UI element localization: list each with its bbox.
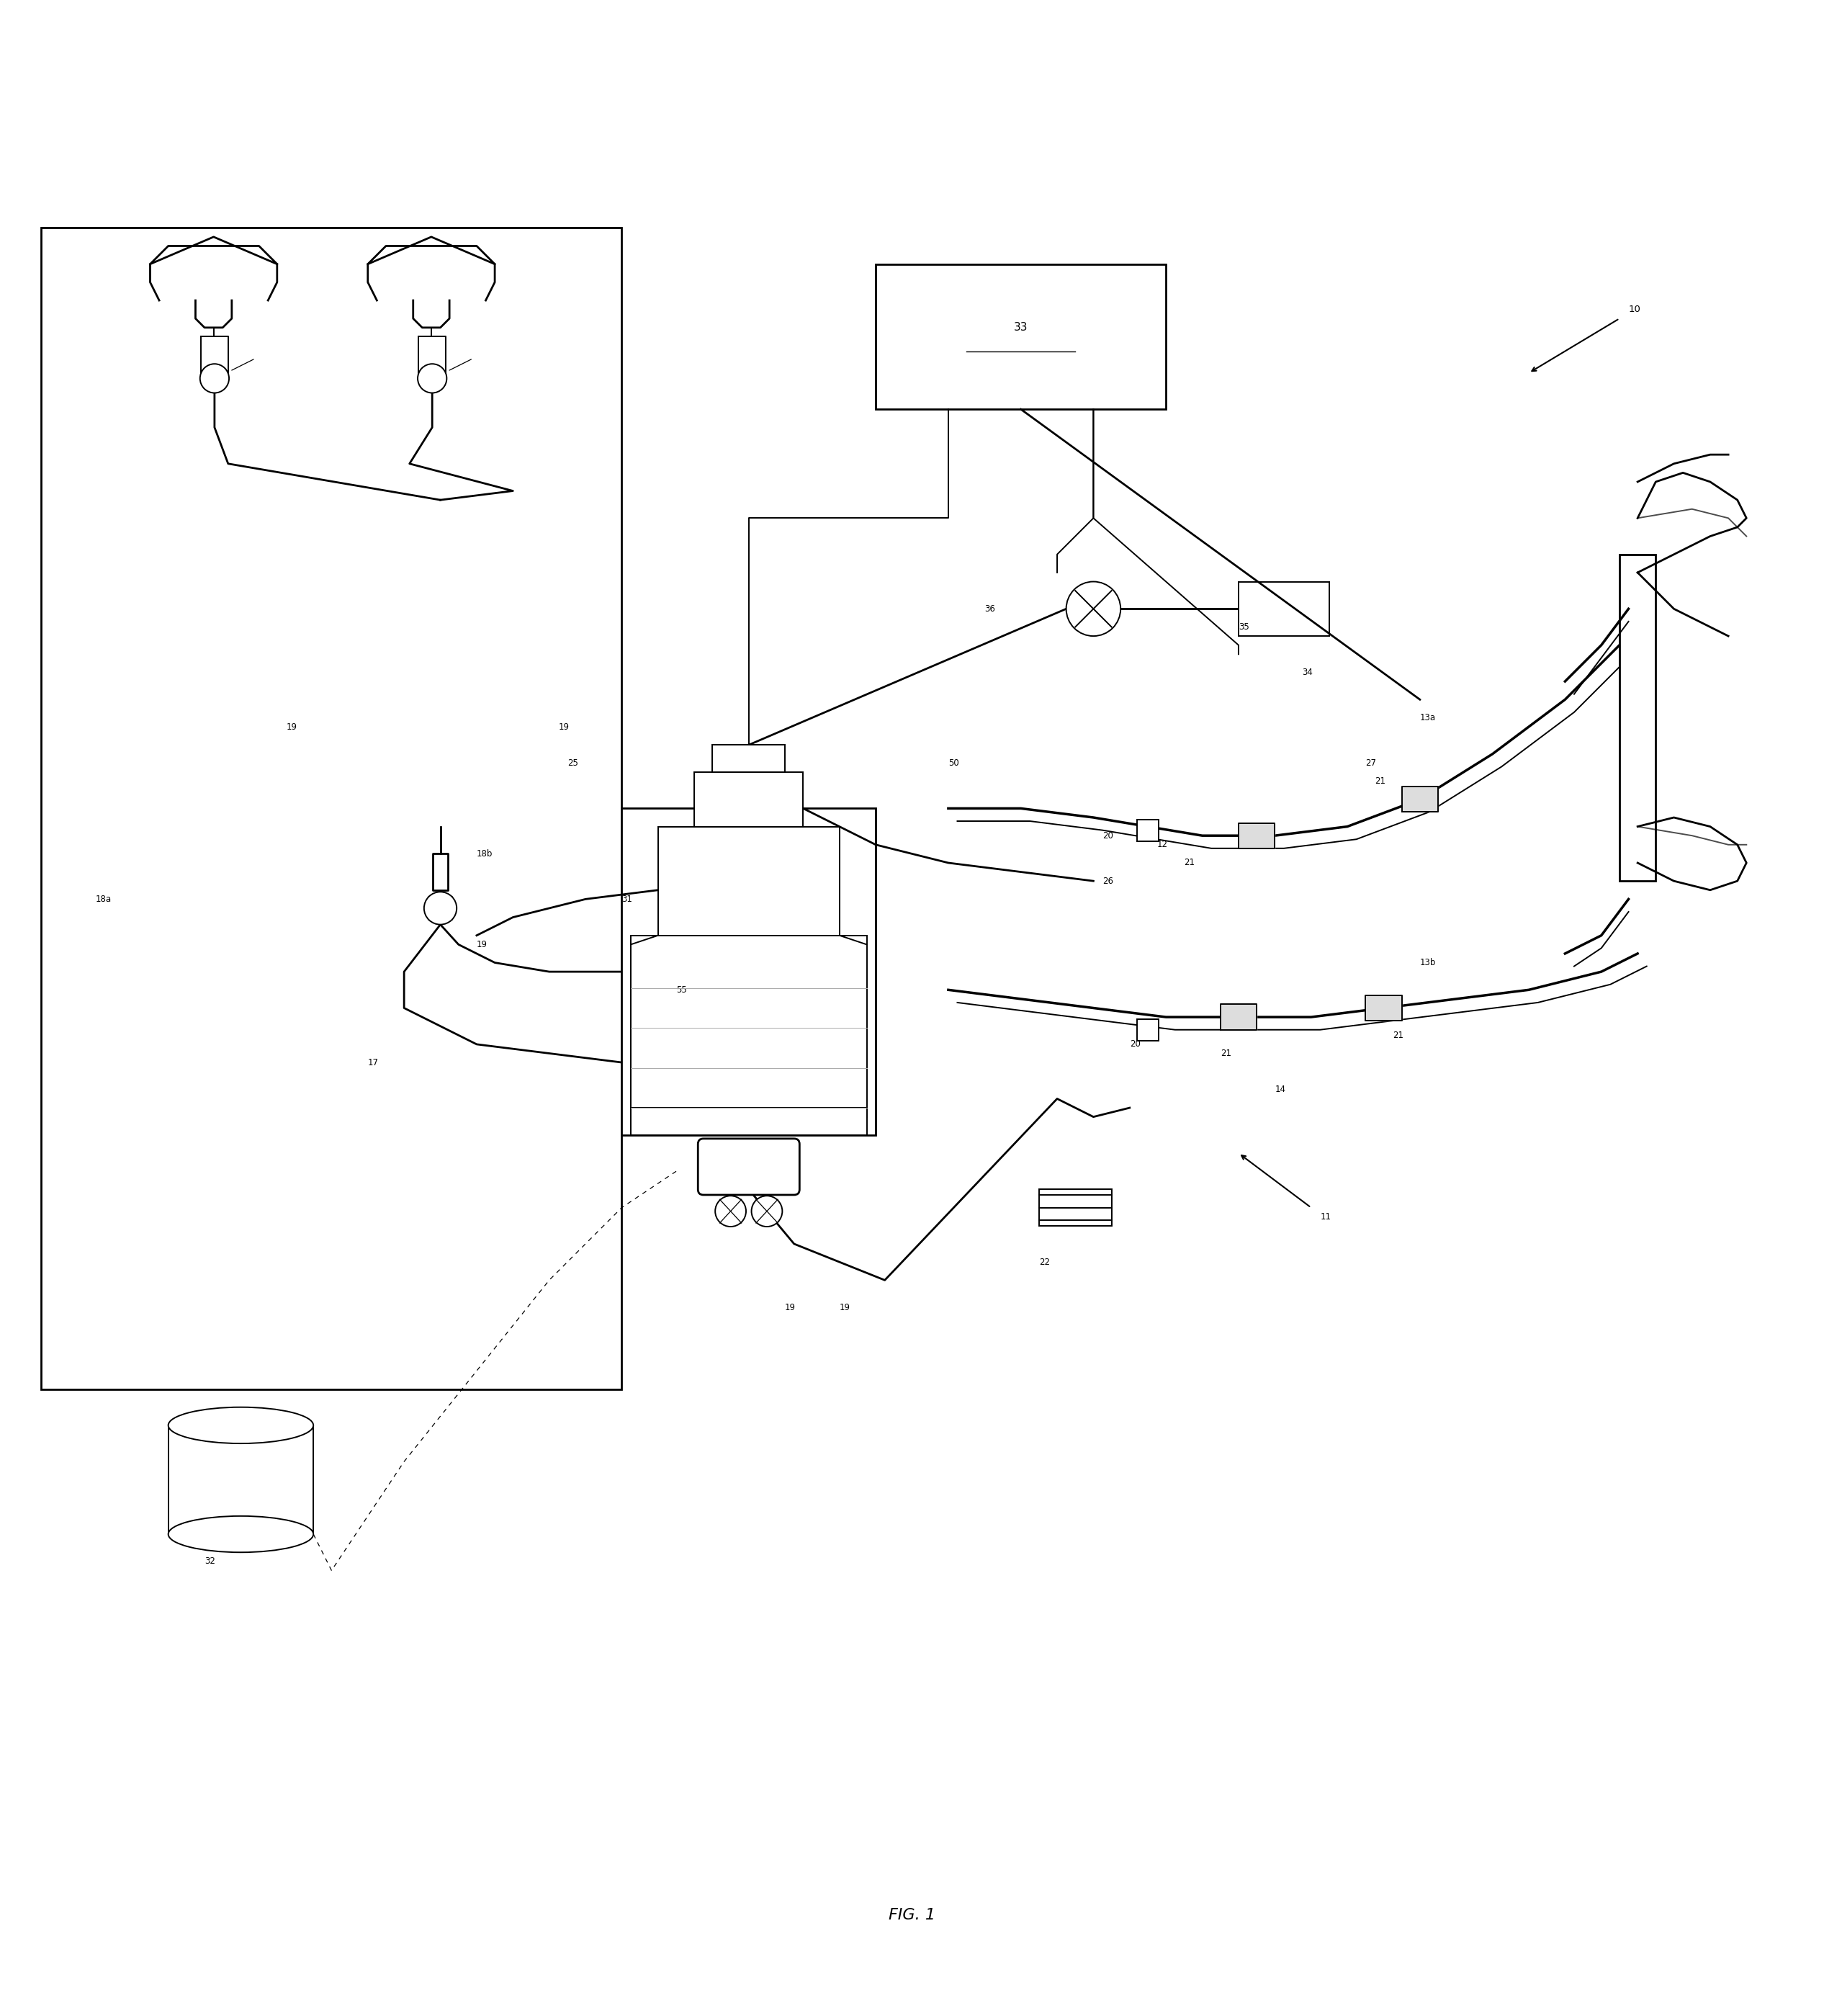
- Bar: [1620, 554, 1656, 881]
- Bar: [168, 1425, 314, 1534]
- Circle shape: [201, 363, 230, 393]
- Text: 14: 14: [1275, 1085, 1286, 1095]
- Bar: [631, 1109, 866, 1135]
- Text: 20: 20: [1129, 1040, 1140, 1048]
- Text: 11: 11: [1321, 1212, 1332, 1222]
- Text: 35: 35: [1238, 623, 1249, 631]
- Text: 21: 21: [1184, 859, 1195, 867]
- Bar: [713, 744, 784, 772]
- Text: 19: 19: [286, 722, 297, 732]
- Text: 19: 19: [784, 1302, 795, 1312]
- Text: 34: 34: [1302, 667, 1313, 677]
- Text: 50: 50: [948, 758, 959, 768]
- Text: 21: 21: [1220, 1048, 1231, 1058]
- Text: 13b: 13b: [1419, 958, 1435, 968]
- Bar: [42, 228, 622, 1389]
- Text: 25: 25: [567, 758, 578, 768]
- Text: 18a: 18a: [95, 895, 111, 903]
- Bar: [1136, 1018, 1158, 1040]
- Text: 32: 32: [204, 1556, 215, 1566]
- Bar: [1040, 1189, 1111, 1226]
- Circle shape: [715, 1195, 746, 1226]
- Circle shape: [423, 891, 456, 925]
- Bar: [695, 772, 803, 827]
- Text: 22: 22: [1040, 1258, 1051, 1266]
- Text: 19: 19: [476, 939, 487, 950]
- Bar: [1238, 581, 1330, 635]
- Polygon shape: [1366, 996, 1403, 1020]
- Text: 21: 21: [1375, 776, 1386, 786]
- Text: 17: 17: [368, 1058, 379, 1066]
- Bar: [876, 264, 1166, 409]
- Text: 12: 12: [1156, 841, 1167, 849]
- Text: 55: 55: [677, 986, 688, 994]
- Text: 19: 19: [839, 1302, 850, 1312]
- Polygon shape: [1403, 786, 1437, 812]
- Ellipse shape: [168, 1407, 314, 1443]
- Circle shape: [751, 1195, 782, 1226]
- Bar: [658, 827, 839, 935]
- Text: 13a: 13a: [1419, 714, 1435, 722]
- Text: 19: 19: [558, 722, 569, 732]
- Bar: [622, 808, 876, 1135]
- Ellipse shape: [168, 1516, 314, 1552]
- Text: 26: 26: [1102, 877, 1113, 885]
- Bar: [1136, 818, 1158, 841]
- Text: 31: 31: [622, 895, 633, 903]
- FancyBboxPatch shape: [699, 1139, 799, 1195]
- Bar: [631, 935, 866, 1117]
- Text: 10: 10: [1629, 304, 1640, 314]
- Text: 27: 27: [1366, 758, 1377, 768]
- Text: FIG. 1: FIG. 1: [888, 1907, 936, 1923]
- Text: 33: 33: [1014, 323, 1029, 333]
- Polygon shape: [1220, 1004, 1257, 1030]
- Text: 21: 21: [1394, 1030, 1403, 1040]
- Circle shape: [418, 363, 447, 393]
- Polygon shape: [1238, 823, 1275, 849]
- Text: 18b: 18b: [476, 849, 492, 859]
- Circle shape: [1067, 581, 1120, 635]
- Text: 20: 20: [1102, 831, 1113, 841]
- Text: 36: 36: [985, 605, 996, 613]
